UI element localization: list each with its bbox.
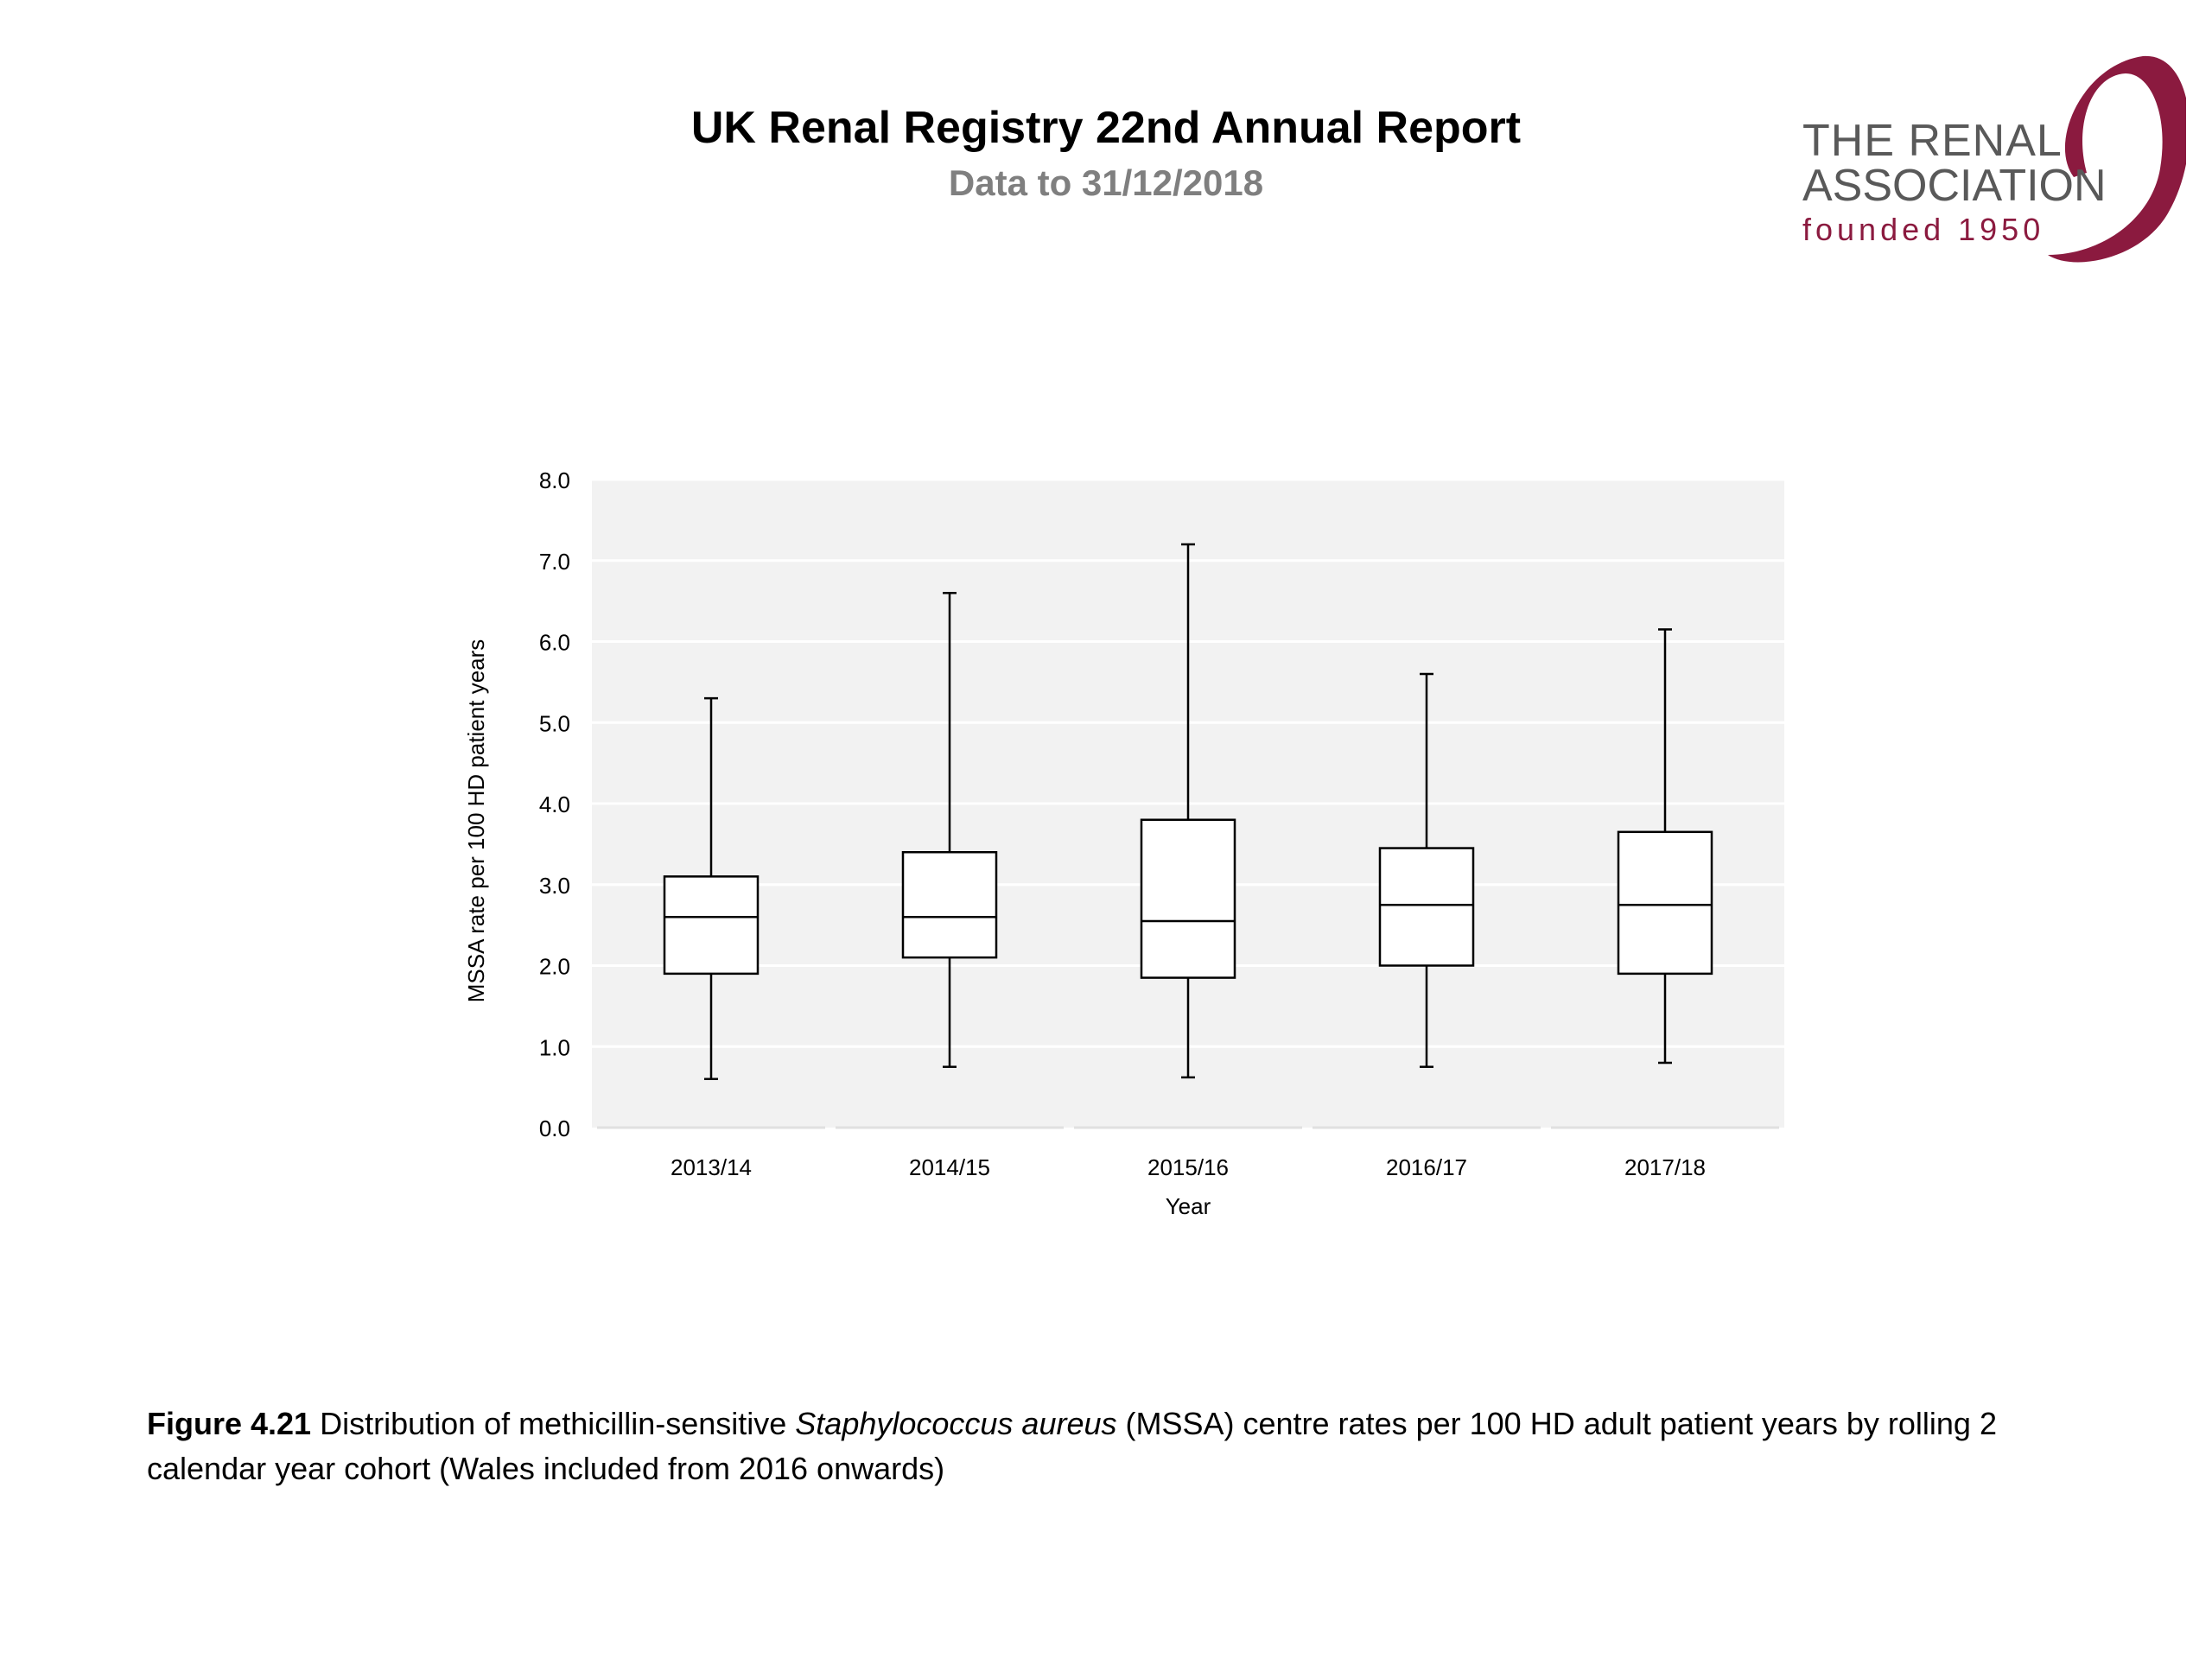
box xyxy=(1378,847,1475,967)
box xyxy=(663,875,760,976)
x-axis-title: Year xyxy=(1166,1193,1211,1219)
y-tick-label: 0.0 xyxy=(539,1116,570,1141)
y-tick-label: 7.0 xyxy=(539,549,570,575)
caption-text-before: Distribution of methicillin-sensitive xyxy=(311,1406,796,1441)
logo-swirl-icon xyxy=(2048,55,2186,263)
x-tick-label: 2015/16 xyxy=(1147,1154,1229,1180)
caption-text-after: (MSSA) centre rates per 100 HD adult pat… xyxy=(147,1406,1997,1486)
figure-caption: Figure 4.21 Distribution of methicillin-… xyxy=(147,1402,2117,1491)
boxplot-chart: 0.0 1.0 2.0 3.0 4.0 5.0 6.0 7.0 8.0 2013/14 2014/1… xyxy=(463,467,1784,1219)
page-title: UK Renal Registry 22nd Annual Report xyxy=(690,103,1522,153)
logo-text-line2: ASSOCIATION xyxy=(1802,161,2107,211)
caption-label: Figure 4.21 xyxy=(147,1406,312,1441)
x-tick-label: 2013/14 xyxy=(671,1154,752,1180)
logo-text-line1: THE RENAL xyxy=(1802,116,2063,166)
caption-italic: Staphylococcus aureus xyxy=(795,1406,1117,1441)
x-tick-label: 2016/17 xyxy=(1386,1154,1467,1180)
page-subtitle: Data to 31/12/2018 xyxy=(948,162,1264,203)
y-tick-label: 2.0 xyxy=(539,954,570,980)
box xyxy=(901,851,998,959)
y-tick-label: 1.0 xyxy=(539,1034,570,1060)
box xyxy=(1140,818,1236,979)
y-tick-label: 3.0 xyxy=(539,873,570,899)
box xyxy=(1617,830,1713,976)
x-tick-label: 2014/15 xyxy=(909,1154,990,1180)
renal-association-logo: THE RENAL ASSOCIATION founded 1950 xyxy=(1789,48,2186,272)
y-axis-title: MSSA rate per 100 HD patient years xyxy=(463,639,489,1003)
y-tick-label: 4.0 xyxy=(539,791,570,817)
x-tick-label: 2017/18 xyxy=(1624,1154,1706,1180)
logo-text-line3: founded 1950 xyxy=(1802,212,2045,247)
y-tick-label: 8.0 xyxy=(539,467,570,493)
y-tick-label: 6.0 xyxy=(539,630,570,656)
y-tick-label: 5.0 xyxy=(539,710,570,736)
